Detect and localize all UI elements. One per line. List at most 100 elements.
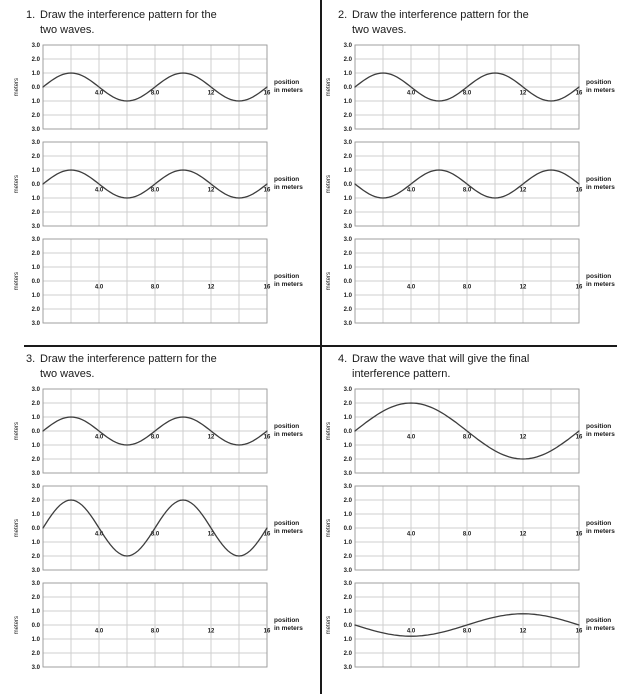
y-tick-label: 3.0	[344, 387, 353, 393]
x-tick-label: 8.0	[151, 628, 160, 634]
wave-plot: 3.0 2.0 1.0 0.0 1.0 2.0 3.0 4.0 8.0 12 16	[344, 140, 583, 230]
y-tick-label: 1.0	[32, 637, 41, 643]
y-tick-label: 1.0	[32, 415, 41, 421]
x-tick-label: 16	[264, 187, 271, 193]
y-tick-label: 1.0	[344, 71, 353, 77]
y-tick-label: 1.0	[32, 265, 41, 271]
y-tick-label: 2.0	[32, 57, 41, 63]
y-tick-label: 3.0	[32, 224, 41, 230]
wave-graph-q4-panel3: meters 3.0 2.0 1.0 0.0 1.0 2.0 3.0 4.0 8.0 12 16 pos…	[326, 579, 632, 671]
x-tick-label: 8.0	[151, 90, 160, 96]
y-axis-title: meters	[326, 518, 332, 537]
y-axis-title: meters	[326, 271, 332, 290]
x-tick-label: 4.0	[407, 531, 416, 537]
question-2-title-line2: two waves.	[352, 24, 407, 37]
x-tick-label: 4.0	[95, 187, 104, 193]
x-tick-label: 4.0	[407, 90, 416, 96]
question-4-title: Draw the wave that will give the final i…	[352, 352, 632, 383]
y-tick-label: 3.0	[32, 471, 41, 477]
question-4-heading: 4. Draw the wave that will give the fina…	[326, 352, 632, 383]
question-2-section: 2. Draw the interference pattern for the…	[326, 8, 632, 332]
plot-border	[354, 485, 580, 571]
y-axis-title: meters	[14, 174, 20, 193]
y-tick-label: 1.0	[32, 71, 41, 77]
x-tick-label: 16	[264, 628, 271, 634]
question-2-title-line1: Draw the interference pattern for the	[352, 9, 529, 21]
y-tick-label: 3.0	[344, 471, 353, 477]
y-tick-label: 3.0	[344, 127, 353, 133]
y-tick-label: 1.0	[344, 540, 353, 546]
x-tick-label: 16	[264, 284, 271, 290]
y-tick-label: 0.0	[32, 85, 41, 91]
y-tick-label: 2.0	[344, 651, 353, 657]
y-tick-label: 3.0	[32, 140, 41, 146]
wave-graph-q3-panel2: meters 3.0 2.0 1.0 0.0 1.0 2.0 3.0 4.0 8.0 12 16 pos…	[14, 482, 320, 574]
question-1-section: 1. Draw the interference pattern for the…	[14, 8, 320, 332]
y-axis-title: meters	[326, 421, 332, 440]
y-tick-label: 0.0	[32, 526, 41, 532]
question-4-title-line1: Draw the wave that will give the final	[352, 353, 530, 365]
y-tick-label: 1.0	[344, 99, 353, 105]
y-tick-label: 2.0	[344, 307, 353, 313]
plot-border	[42, 582, 268, 668]
y-tick-label: 3.0	[344, 568, 353, 574]
question-1-title: Draw the interference pattern for the tw…	[40, 8, 320, 39]
x-axis-title: position in meters	[586, 519, 615, 535]
wave-plot: 3.0 2.0 1.0 0.0 1.0 2.0 3.0 4.0 8.0 12 16	[32, 140, 271, 230]
y-tick-label: 3.0	[344, 140, 353, 146]
blank-answer-plot: 3.0 2.0 1.0 0.0 1.0 2.0 3.0 4.0 8.0 12 16	[344, 237, 583, 327]
question-3-title-line2: two waves.	[40, 368, 95, 381]
wave-graph-q3-panel1: meters 3.0 2.0 1.0 0.0 1.0 2.0 3.0 4.0 8.0 12 16 pos…	[14, 385, 320, 477]
wave-graph-q3-panel3: meters 3.0 2.0 1.0 0.0 1.0 2.0 3.0 4.0 8.0 12 16 pos…	[14, 579, 320, 671]
y-tick-label: 2.0	[32, 113, 41, 119]
question-1-number: 1.	[26, 9, 36, 21]
x-tick-label: 8.0	[463, 187, 472, 193]
y-tick-label: 2.0	[344, 457, 353, 463]
x-tick-label: 12	[208, 531, 215, 537]
x-tick-label: 12	[208, 187, 215, 193]
wave-curve	[354, 402, 580, 460]
wave-curve	[354, 72, 580, 102]
question-4-title-line2: interference pattern.	[352, 368, 451, 381]
x-axis-title: position in meters	[274, 78, 303, 94]
x-tick-label: 8.0	[463, 90, 472, 96]
x-tick-label: 12	[208, 90, 215, 96]
y-tick-label: 3.0	[344, 43, 353, 49]
y-tick-label: 2.0	[344, 251, 353, 257]
question-1-title-line2: two waves.	[40, 24, 95, 37]
y-axis-title: meters	[14, 271, 20, 290]
x-tick-label: 16	[576, 434, 583, 440]
wave-graph-q1-panel3: meters 3.0 2.0 1.0 0.0 1.0 2.0 3.0 4.0 8.0 12 16 pos…	[14, 235, 320, 327]
x-tick-label: 12	[520, 284, 527, 290]
y-tick-label: 3.0	[344, 321, 353, 327]
y-tick-label: 1.0	[344, 196, 353, 202]
y-tick-label: 3.0	[32, 237, 41, 243]
y-axis-title: meters	[326, 174, 332, 193]
y-tick-label: 2.0	[32, 251, 41, 257]
y-tick-label: 2.0	[344, 554, 353, 560]
y-tick-label: 3.0	[344, 665, 353, 671]
x-axis-title: position in meters	[586, 175, 615, 191]
wave-graph-q2-panel3: meters 3.0 2.0 1.0 0.0 1.0 2.0 3.0 4.0 8.0 12 16 pos…	[326, 235, 632, 327]
wave-curve	[42, 499, 268, 557]
y-tick-label: 2.0	[344, 57, 353, 63]
x-tick-label: 16	[264, 434, 271, 440]
x-tick-label: 12	[208, 628, 215, 634]
y-tick-label: 3.0	[344, 484, 353, 490]
plot-border	[42, 238, 268, 324]
x-tick-label: 12	[208, 284, 215, 290]
y-tick-label: 2.0	[344, 498, 353, 504]
x-tick-label: 4.0	[407, 284, 416, 290]
x-tick-label: 8.0	[463, 434, 472, 440]
y-axis-title: meters	[14, 615, 20, 634]
wave-plot: 3.0 2.0 1.0 0.0 1.0 2.0 3.0 4.0 8.0 12 16	[344, 581, 583, 671]
y-tick-label: 2.0	[32, 554, 41, 560]
y-tick-label: 2.0	[344, 154, 353, 160]
y-tick-label: 2.0	[32, 210, 41, 216]
question-1-heading: 1. Draw the interference pattern for the…	[14, 8, 320, 39]
y-tick-label: 1.0	[344, 637, 353, 643]
x-axis-title: position in meters	[586, 422, 615, 438]
wave-curve	[354, 169, 580, 199]
x-tick-label: 12	[520, 434, 527, 440]
x-tick-label: 16	[264, 531, 271, 537]
